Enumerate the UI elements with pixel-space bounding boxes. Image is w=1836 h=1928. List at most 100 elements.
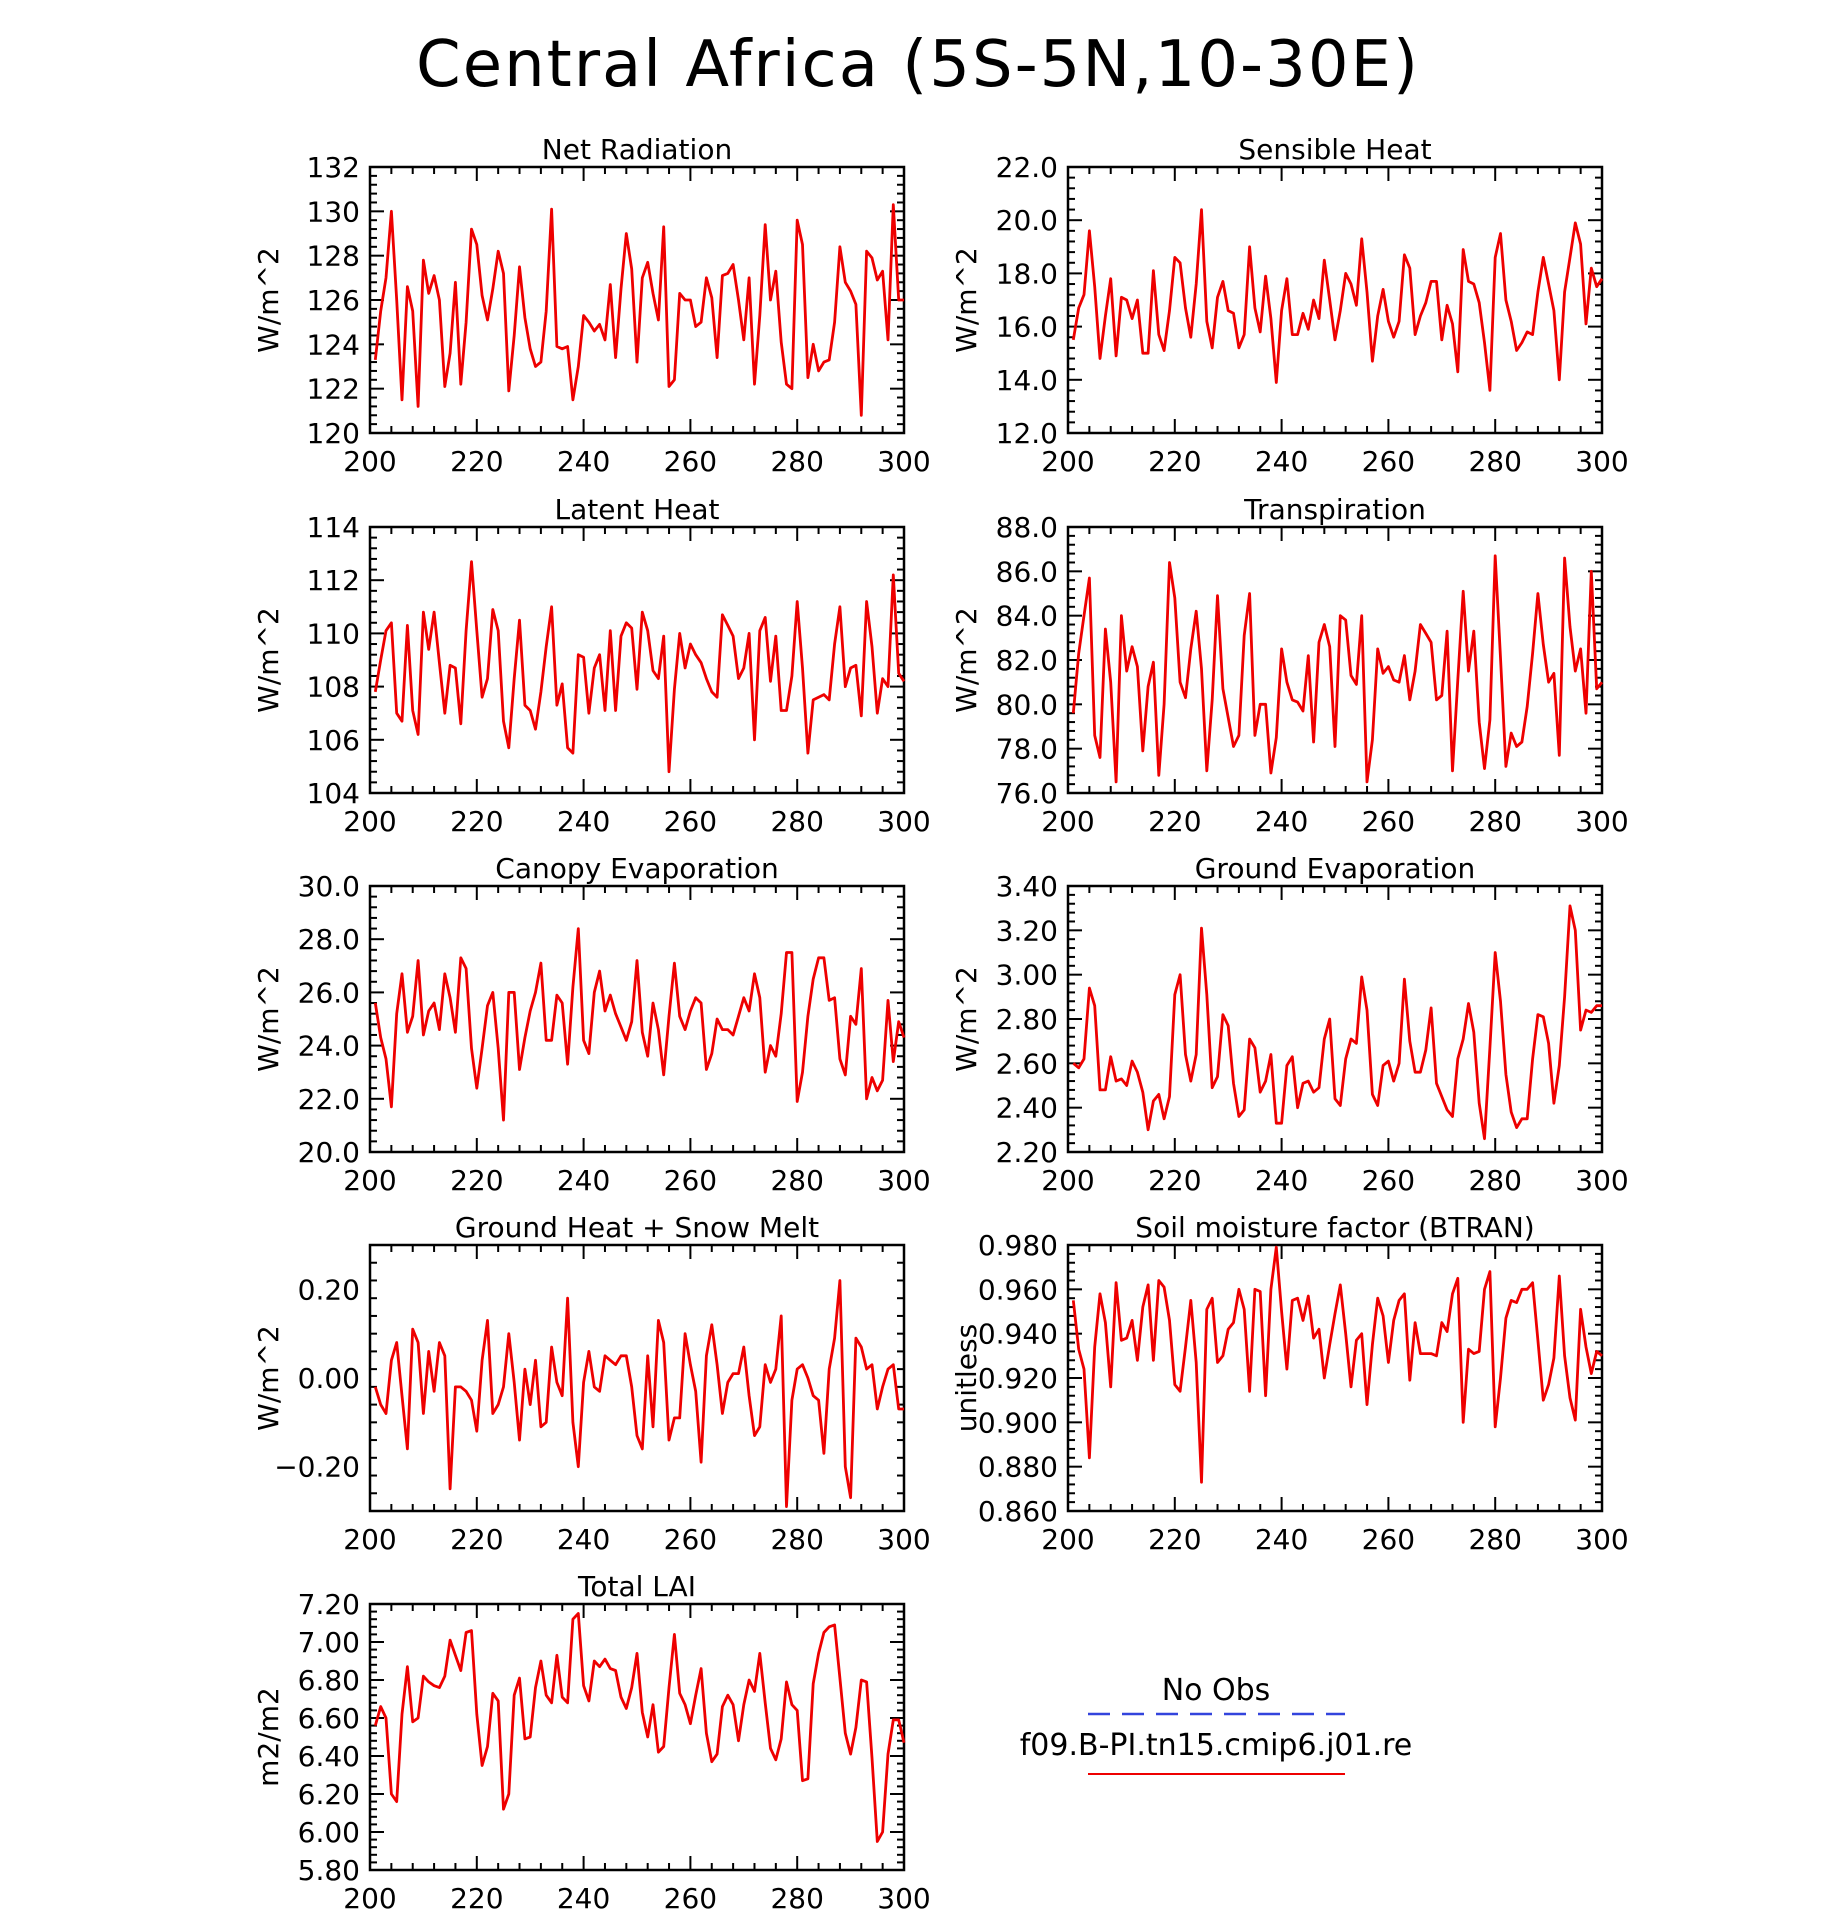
y-tick-label: 3.00	[996, 959, 1058, 992]
y-tick-label: 104	[307, 777, 360, 810]
panel-title: Transpiration	[1243, 493, 1426, 526]
x-tick-label: 300	[1575, 1164, 1628, 1197]
series-line-ground-evaporation	[1072, 904, 1602, 1141]
panel-title: Total LAI	[577, 1570, 696, 1603]
y-tick-label: 2.80	[996, 1003, 1058, 1036]
y-tick-label: 20.0	[996, 204, 1058, 237]
y-tick-label: 22.0	[996, 151, 1058, 184]
x-tick-label: 200	[1041, 805, 1094, 838]
x-tick-label: 260	[664, 445, 717, 478]
plot-frame	[1066, 884, 1604, 1154]
panel-title: Sensible Heat	[1238, 133, 1431, 166]
y-tick-label: 20.0	[298, 1136, 360, 1169]
y-tick-label: 28.0	[298, 923, 360, 956]
chart-sensible-heat: Sensible Heat W/m^2 200 220 240 260 280 300 12.0…	[950, 133, 1629, 478]
x-tick-label: 200	[343, 805, 396, 838]
y-tick-label: 76.0	[996, 777, 1058, 810]
y-tick-label: 24.0	[298, 1030, 360, 1063]
y-tick-label: −0.20	[274, 1451, 360, 1484]
x-tick-label: 240	[1255, 1523, 1308, 1556]
y-tick-label: 14.0	[996, 364, 1058, 397]
x-tick-label: 220	[1148, 1164, 1201, 1197]
x-tick-label: 220	[450, 805, 503, 838]
series-line-sensible-heat	[1071, 208, 1604, 392]
x-tick-label: 200	[1041, 1523, 1094, 1556]
y-tick-label: 126	[307, 284, 360, 317]
x-tick-label: 280	[1468, 445, 1521, 478]
y-tick-label: 0.980	[978, 1229, 1058, 1262]
x-tick-label: 300	[877, 445, 930, 478]
y-axis-label: W/m^2	[252, 966, 285, 1072]
x-tick-label: 220	[1148, 805, 1201, 838]
plot-frame	[1066, 525, 1604, 795]
y-tick-label: 30.0	[298, 870, 360, 903]
x-tick-label: 200	[343, 445, 396, 478]
y-tick-label: 88.0	[996, 511, 1058, 544]
x-tick-label: 200	[343, 1164, 396, 1197]
x-tick-label: 240	[557, 445, 610, 478]
series-line-total-lai	[373, 1612, 906, 1843]
y-tick-label: 0.920	[978, 1362, 1058, 1395]
x-tick-label: 260	[664, 805, 717, 838]
x-tick-label: 200	[1041, 445, 1094, 478]
panel-title: Net Radiation	[542, 133, 732, 166]
series-line-soil-moisture-factor-btran	[1071, 1245, 1603, 1484]
legend-obs-label: No Obs	[1162, 1673, 1271, 1708]
y-tick-label: 18.0	[996, 257, 1058, 290]
y-tick-label: 7.20	[298, 1588, 360, 1621]
chart-soil-moisture-factor-btran: Soil moisture factor (BTRAN) unitless 200 2…	[950, 1211, 1629, 1556]
y-tick-label: 122	[307, 373, 360, 406]
legend-model-label: f09.B-PI.tn15.cmip6.j01.re	[1020, 1728, 1413, 1763]
legend: No Obs f09.B-PI.tn15.cmip6.j01.re	[1020, 1673, 1413, 1775]
x-tick-label: 300	[1575, 1523, 1628, 1556]
x-tick-label: 240	[557, 1882, 610, 1915]
series-line-canopy-evaporation	[373, 927, 906, 1122]
y-tick-label: 106	[307, 724, 360, 757]
y-axis-label: W/m^2	[950, 247, 983, 353]
panel-title: Soil moisture factor (BTRAN)	[1135, 1211, 1534, 1244]
x-tick-label: 280	[770, 1523, 823, 1556]
plot-frame	[368, 165, 906, 435]
y-tick-label: 114	[307, 511, 360, 544]
plot-frame	[368, 1243, 906, 1513]
x-tick-label: 300	[1575, 805, 1628, 838]
panel-title: Ground Evaporation	[1195, 852, 1476, 885]
x-tick-label: 280	[1468, 1523, 1521, 1556]
panel-title: Canopy Evaporation	[495, 852, 778, 885]
x-tick-label: 240	[1255, 805, 1308, 838]
y-tick-label: 130	[307, 195, 360, 228]
y-tick-label: 84.0	[996, 600, 1058, 633]
x-tick-label: 280	[770, 445, 823, 478]
chart-ground-evaporation: Ground Evaporation W/m^2 200 220 240 260 280 30…	[950, 852, 1629, 1197]
y-tick-label: 82.0	[996, 644, 1058, 677]
x-tick-label: 220	[450, 1164, 503, 1197]
y-tick-label: 2.40	[996, 1092, 1058, 1125]
y-tick-label: 3.40	[996, 870, 1058, 903]
chart-latent-heat: Latent Heat W/m^2 200 220 240 260 280 300 104 106…	[252, 493, 931, 838]
x-tick-label: 300	[877, 1523, 930, 1556]
x-tick-label: 260	[664, 1523, 717, 1556]
y-tick-label: 26.0	[298, 976, 360, 1009]
y-tick-label: 6.60	[298, 1702, 360, 1735]
x-tick-label: 240	[1255, 1164, 1308, 1197]
y-tick-label: 22.0	[298, 1083, 360, 1116]
y-tick-label: 5.80	[298, 1854, 360, 1887]
x-tick-label: 240	[557, 1164, 610, 1197]
x-tick-label: 280	[770, 1882, 823, 1915]
chart-ground-heat-snow-melt: Ground Heat + Snow Melt W/m^2 200 220 240 260…	[252, 1211, 931, 1556]
y-axis-label: W/m^2	[950, 607, 983, 713]
chart-net-radiation: Net Radiation W/m^2 200 220 240 260 280 300 120 1…	[252, 133, 931, 478]
y-tick-label: 0.960	[978, 1273, 1058, 1306]
y-axis-label: W/m^2	[950, 966, 983, 1072]
x-tick-label: 280	[770, 1164, 823, 1197]
series-line-ground-heat-snow-melt	[373, 1279, 904, 1508]
x-tick-label: 260	[1362, 1523, 1415, 1556]
chart-total-lai: Total LAI m2/m2 200 220 240 260 280 300 5.80 6.00…	[252, 1570, 931, 1915]
panel-title: Ground Heat + Snow Melt	[455, 1211, 819, 1244]
y-tick-label: 7.00	[298, 1626, 360, 1659]
y-tick-label: 78.0	[996, 733, 1058, 766]
x-tick-label: 300	[1575, 445, 1628, 478]
plot-frame	[368, 884, 906, 1154]
y-tick-label: 86.0	[996, 555, 1058, 588]
